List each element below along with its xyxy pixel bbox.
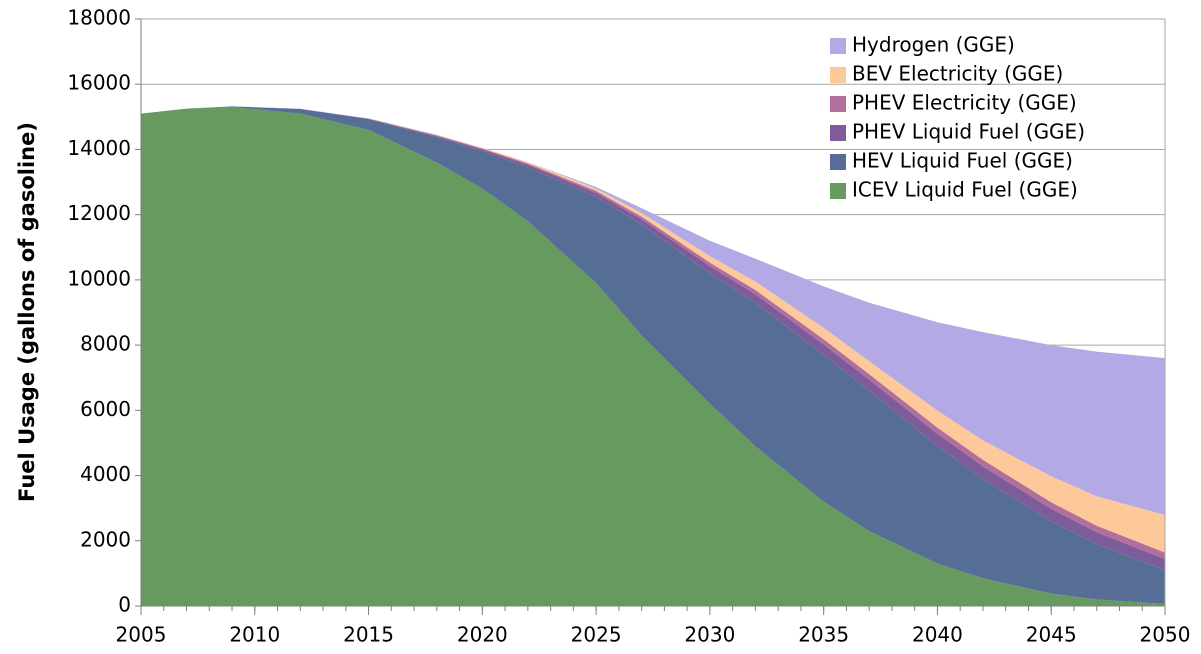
y-tick-label: 16000 (67, 71, 131, 95)
legend-label: PHEV Electricity (GGE) (852, 91, 1077, 115)
x-tick-label: 2010 (229, 623, 280, 647)
x-tick-label: 2025 (571, 623, 622, 647)
y-tick-label: 0 (118, 593, 131, 617)
legend-label: BEV Electricity (GGE) (852, 62, 1063, 86)
y-tick-label: 14000 (67, 136, 131, 160)
y-tick-label: 12000 (67, 201, 131, 225)
legend-swatch (830, 125, 846, 141)
area (141, 106, 1165, 560)
legend-swatch (830, 67, 846, 83)
x-tick-label: 2030 (684, 623, 735, 647)
legend-label: ICEV Liquid Fuel (GGE) (852, 178, 1078, 202)
legend-label: PHEV Liquid Fuel (GGE) (852, 120, 1085, 144)
legend-swatch (830, 96, 846, 112)
y-tick-label: 4000 (80, 462, 131, 486)
x-tick-label: 2035 (798, 623, 849, 647)
legend-label: Hydrogen (GGE) (852, 33, 1015, 57)
area (141, 106, 1165, 516)
area (141, 107, 1165, 607)
x-tick-label: 2040 (912, 623, 963, 647)
y-tick-label: 8000 (80, 332, 131, 356)
x-tick-label: 2005 (116, 623, 167, 647)
x-tick-label: 2045 (1026, 623, 1077, 647)
legend-swatch (830, 154, 846, 170)
y-tick-label: 6000 (80, 397, 131, 421)
y-tick-label: 10000 (67, 266, 131, 290)
legend: Hydrogen (GGE) BEV Electricity (GGE) PHEV … (830, 33, 1085, 202)
y-tick-label: 2000 (80, 527, 131, 551)
legend-swatch (830, 38, 846, 54)
x-tick-label: 2050 (1140, 623, 1191, 647)
x-tick-label: 2020 (457, 623, 508, 647)
area (141, 106, 1165, 605)
legend-swatch (830, 183, 846, 199)
area (141, 106, 1165, 553)
y-axis-label: Fuel Usage (gallons of gasoline) (15, 122, 39, 502)
x-tick-label: 2015 (343, 623, 394, 647)
y-tick-label: 18000 (67, 6, 131, 30)
legend-label: HEV Liquid Fuel (GGE) (852, 149, 1073, 173)
area (141, 106, 1165, 571)
